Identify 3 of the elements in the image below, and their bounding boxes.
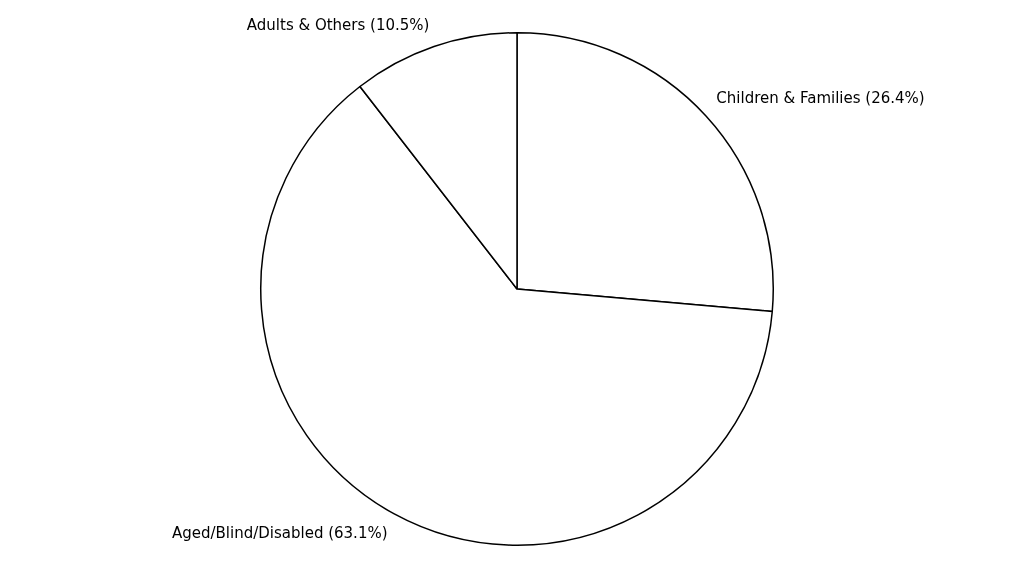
slice-label: Children & Families (26.4%)	[716, 88, 925, 107]
slice-label: Aged/Blind/Disabled (63.1%)	[171, 523, 388, 542]
slice-label: Adults & Others (10.5%)	[246, 15, 430, 34]
